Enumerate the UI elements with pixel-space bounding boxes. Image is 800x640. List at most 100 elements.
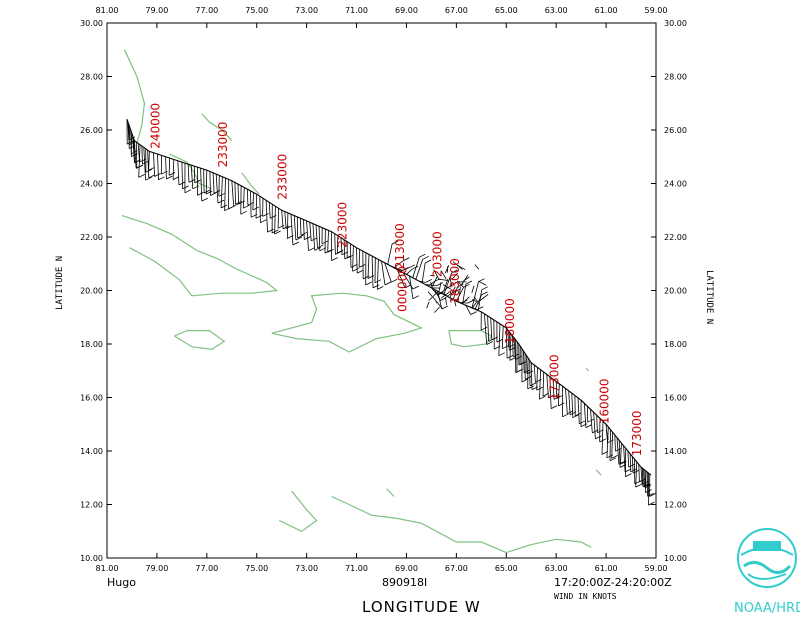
y-tick-label-left: 16.00 [80,394,103,403]
wind-barb-flag [441,305,448,310]
wind-barb-flag [422,255,429,260]
wind-barb [451,272,458,280]
wind-barb [459,286,461,296]
wind-barb [220,176,223,209]
wind-barb-flag [154,173,161,177]
x-tick-label-top: 71.00 [345,6,368,15]
x-tick-label-bottom: 61.00 [595,564,618,573]
x-tick-label-bottom: 73.00 [295,564,318,573]
wind-barb-flag [292,241,300,246]
wind-barb-flag [412,295,420,300]
wind-barb-flag [579,420,586,425]
wind-barb [478,280,487,286]
wind-barb [277,208,279,229]
wind-barb [614,434,616,452]
wind-barb [446,291,455,297]
x-tick-label-bottom: 63.00 [545,564,568,573]
y-tick-label-right: 22.00 [664,233,687,242]
wind-barb [428,290,439,301]
coastline [169,153,213,190]
wind-barb [309,222,312,241]
wind-barb [334,233,336,255]
wind-barb [141,145,143,165]
wind-barb-flag [628,463,635,468]
wind-barb [463,296,470,303]
wind-barb-flag [255,214,263,219]
wind-barb-flag [609,457,617,462]
wind-barb [400,267,410,272]
wind-barb [449,297,462,304]
wind-barb [300,218,302,236]
wind-barb [306,220,309,251]
wind-barb [509,333,512,361]
wind-barb [243,187,245,209]
wind-barb-flag [317,244,324,249]
wind-barb [623,445,626,473]
wind-barb [133,137,136,163]
wind-barb [462,283,467,304]
wind-barb [315,224,318,248]
wind-barb [237,184,239,205]
wind-barb-flag [403,257,410,261]
wind-barb [645,471,647,493]
time-label: 233000 [276,154,290,200]
wind-barb [358,249,361,268]
y-tick-label-left: 14.00 [80,447,103,456]
wind-barb [493,319,495,350]
wind-barb [549,376,552,409]
wind-barb [620,442,622,465]
x-tick-label-bottom: 65.00 [495,564,518,573]
wind-barb [421,262,426,283]
wind-barb-flag [365,281,372,286]
time-label: 180000 [503,298,517,344]
wind-barb [437,292,446,295]
wind-barb-flag [145,176,152,181]
y-tick-label-left: 30.00 [80,19,103,28]
wind-barb-flag [377,286,384,290]
wind-barb [484,313,488,345]
wind-barb [640,467,643,485]
y-tick-label-left: 12.00 [80,501,103,510]
y-tick-label-left: 18.00 [80,340,103,349]
coastline [174,330,226,351]
axis-ticks: 81.00 81.00 79.00 79.00 77.00 77.00 75.00 75.00… [80,6,687,573]
wind-barb [568,390,571,415]
wind-barb [371,256,374,288]
wind-barb [627,450,630,468]
date-code: 890918I [382,576,427,589]
time-label: 160000 [598,378,612,424]
wind-barb [530,362,533,390]
x-tick-label-top: 61.00 [595,6,618,15]
wind-barb [427,291,433,297]
wind-barb-flag [271,229,279,234]
wind-barb [571,393,574,418]
wind-barb-flag [572,414,579,419]
wind-barb-flag [136,164,143,169]
wind-barb [605,424,608,443]
wind-barb-flag [308,247,315,252]
wind-barb-flag [470,311,477,315]
wind-barb [432,296,443,310]
wind-barb [453,299,457,307]
wind-barb [134,140,137,169]
wind-barb [457,280,464,288]
wind-barb [247,189,249,206]
wind-barb [200,168,203,202]
x-tick-label-bottom: 77.00 [195,564,218,573]
wind-barb-flag [391,240,399,245]
x-tick-label-top: 79.00 [145,6,168,15]
wind-barb [172,159,175,180]
wind-barb [471,285,475,294]
wind-barb [474,264,480,270]
x-tick-label-top: 65.00 [495,6,518,15]
wind-barb [252,192,254,211]
wind-barb-flag [425,279,432,283]
x-tick-label-top: 59.00 [645,6,668,15]
wind-barb-flag [166,175,173,180]
wind-barb [449,286,456,298]
y-tick-label-right: 16.00 [664,394,687,403]
wind-barb-flag [550,405,558,409]
wind-barb [583,403,587,428]
wind-barb [601,421,604,455]
wind-barb [536,367,538,391]
